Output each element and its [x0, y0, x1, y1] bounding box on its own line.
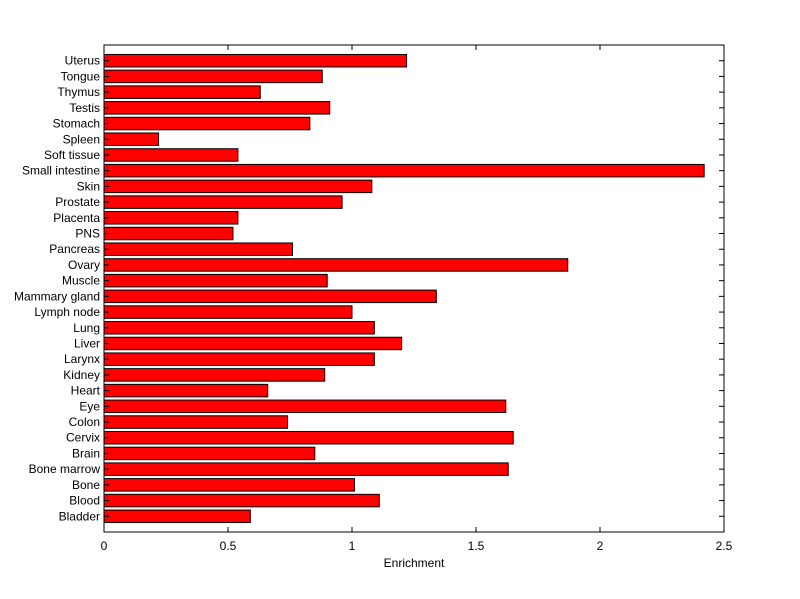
- bar-brain: [103, 446, 316, 461]
- plot-area-frame: [103, 44, 725, 533]
- y-tick-label: Colon: [69, 415, 100, 429]
- y-tick-label: Bladder: [59, 509, 100, 523]
- bar-heart: [103, 383, 269, 398]
- y-tick-label: Brain: [72, 446, 100, 460]
- bar-mammary-gland: [103, 289, 437, 304]
- bar-placenta: [103, 211, 239, 225]
- ticks-group: [103, 45, 725, 532]
- bar-uterus: [103, 53, 408, 68]
- bar-liver: [103, 336, 403, 351]
- y-tick-label: Blood: [69, 494, 100, 508]
- y-tick-label: Thymus: [57, 85, 100, 99]
- bar-bone: [103, 478, 355, 492]
- x-tick-label: 2.5: [716, 539, 733, 553]
- bar-cervix: [103, 430, 514, 445]
- bar-testis: [103, 101, 331, 115]
- bar-lung: [103, 321, 375, 335]
- bar-pns: [103, 226, 234, 241]
- y-tick-label: PNS: [75, 227, 100, 241]
- bars-group: [103, 53, 705, 524]
- y-tick-label: Liver: [74, 336, 100, 350]
- x-tick-label: 0: [101, 539, 108, 553]
- y-tick-label: Heart: [71, 384, 101, 398]
- bar-small-intestine: [103, 163, 705, 178]
- y-tick-label: Prostate: [55, 195, 100, 209]
- y-tick-label: Mammary gland: [14, 289, 100, 303]
- y-tick-label: Muscle: [62, 274, 100, 288]
- y-tick-label: Kidney: [63, 368, 100, 382]
- y-tick-label: Eye: [79, 399, 100, 413]
- bar-bone-marrow: [103, 462, 509, 476]
- bar-skin: [103, 179, 373, 194]
- bar-eye: [103, 399, 507, 414]
- y-tick-label: Uterus: [65, 54, 100, 68]
- y-tick-label: Larynx: [64, 352, 100, 366]
- bar-pancreas: [103, 242, 293, 256]
- bar-stomach: [103, 116, 311, 131]
- y-tick-label: Lung: [73, 321, 100, 335]
- y-tick-label: Skin: [77, 179, 100, 193]
- y-tick-label: Bone: [72, 478, 100, 492]
- y-tick-label: Small intestine: [22, 164, 100, 178]
- y-tick-label: Spleen: [63, 132, 100, 146]
- bar-prostate: [103, 195, 343, 209]
- x-axis-label: Enrichment: [384, 556, 445, 570]
- bar-thymus: [103, 85, 261, 99]
- bar-bladder: [103, 509, 251, 524]
- bar-larynx: [103, 352, 375, 366]
- y-tick-label: Cervix: [66, 431, 100, 445]
- y-tick-label: Soft tissue: [44, 148, 100, 162]
- x-tick-label: 0.5: [220, 539, 237, 553]
- bar-spleen: [103, 132, 160, 147]
- bar-ovary: [103, 258, 569, 272]
- bar-muscle: [103, 273, 328, 288]
- y-tick-label: Stomach: [53, 117, 100, 131]
- bar-tongue: [103, 69, 323, 84]
- bar-kidney: [103, 368, 326, 382]
- x-tick-label: 1.5: [468, 539, 485, 553]
- bar-colon: [103, 415, 289, 429]
- x-tick-label: 1: [349, 539, 356, 553]
- y-tick-label: Placenta: [53, 211, 100, 225]
- y-tick-label: Ovary: [68, 258, 100, 272]
- y-tick-label: Pancreas: [49, 242, 100, 256]
- bar-soft-tissue: [103, 148, 239, 162]
- x-tick-label: 2: [597, 539, 604, 553]
- bar-blood: [103, 493, 380, 508]
- y-tick-label: Testis: [69, 101, 100, 115]
- y-tick-label: Tongue: [61, 69, 101, 83]
- y-tick-label: Lymph node: [34, 305, 100, 319]
- bar-lymph-node: [103, 305, 353, 319]
- y-tick-label: Bone marrow: [29, 462, 101, 476]
